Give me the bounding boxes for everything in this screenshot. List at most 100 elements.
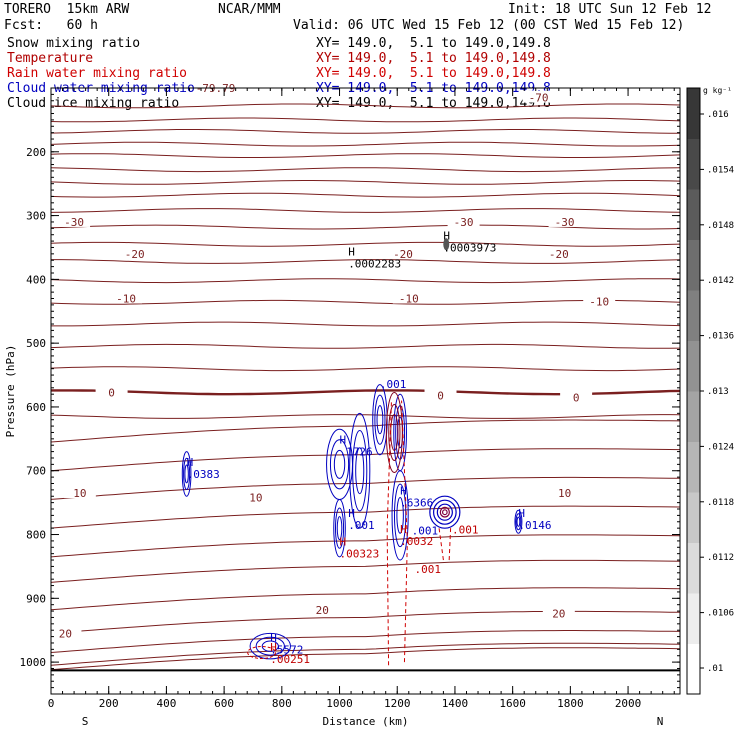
label-backdrop <box>95 385 128 398</box>
colorbar-label: .0118 <box>707 498 734 508</box>
extremum-value: .00323 <box>340 548 380 561</box>
temperature-label: 0 <box>437 389 444 402</box>
label-backdrop <box>424 388 457 401</box>
cloud-water-contour <box>349 412 371 529</box>
temperature-label: -20 <box>393 248 413 261</box>
extremum-mark: H <box>400 523 407 536</box>
isotherm-line <box>50 448 681 472</box>
rain-core-contour <box>385 391 403 473</box>
cloud-water-contour <box>515 513 522 531</box>
temperature-label: 20 <box>59 627 72 640</box>
label-backdrop <box>199 81 232 93</box>
extremum-mark: H <box>340 434 347 447</box>
label-backdrop <box>548 486 581 499</box>
isotherm-line <box>50 534 681 558</box>
extremum-mark: H <box>270 641 277 654</box>
field-xy: XY= 149.0, 5.1 to 149.0,149.8 <box>316 51 551 66</box>
extremum-value: .6366 <box>400 497 433 510</box>
cloud-water-contour <box>181 451 192 497</box>
header-fcst: Fcst: 60 h <box>4 18 98 33</box>
extremum-mark: H <box>270 631 277 644</box>
x-tick-label: 1600 <box>499 697 526 710</box>
x-tick-label: 400 <box>156 697 176 710</box>
temperature-label: 10 <box>249 492 262 505</box>
temperature-label: -10 <box>399 293 419 306</box>
colorbar-label: .013 <box>707 387 729 397</box>
temperature-label: 0 <box>108 386 115 399</box>
x-tick-label: 800 <box>272 697 292 710</box>
colorbar-segment <box>687 643 700 695</box>
colorbar-segment <box>687 492 700 543</box>
temperature-label: 10 <box>73 487 86 500</box>
colorbar-label: .0154 <box>707 165 734 175</box>
colorbar-segment <box>687 542 700 594</box>
colorbar-segment <box>687 138 700 190</box>
isotherm-line <box>50 103 681 109</box>
extremum-value: .0002283 <box>348 257 401 270</box>
isotherm-line <box>50 224 681 230</box>
x-tick-label: 0 <box>48 697 55 710</box>
colorbar-segment <box>687 593 700 644</box>
label-backdrop <box>63 486 96 499</box>
cloud-water-contour <box>183 457 191 491</box>
rain-water-contour <box>448 528 452 561</box>
header-model: TORERO 15km ARW <box>4 2 130 17</box>
colorbar-label: .0106 <box>707 609 734 619</box>
extremum-value: .001 <box>348 519 375 532</box>
x-tick-label: 1800 <box>557 697 584 710</box>
isotherm-line <box>50 476 681 500</box>
colorbar-label: .0124 <box>707 442 734 452</box>
isotherm-line <box>50 129 681 134</box>
rain-core-contour <box>388 403 401 461</box>
extremum-value: .5572 <box>270 643 303 656</box>
colorbar-segment <box>687 239 700 291</box>
rain-water-contour <box>401 400 408 663</box>
colorbar-label: .0112 <box>707 553 734 563</box>
temperature-label: -20 <box>549 248 569 261</box>
plot-frame <box>50 87 681 695</box>
temperature-label: 0 <box>573 391 580 404</box>
isotherm-line <box>50 559 681 583</box>
label-backdrop <box>542 246 575 259</box>
colorbar-segment <box>687 290 700 341</box>
isotherm-line <box>50 180 681 185</box>
label-backdrop <box>583 294 616 307</box>
y-tick-label: 500 <box>26 337 46 350</box>
header-valid: Valid: 06 UTC Wed 15 Feb 12 (00 CST Wed … <box>293 18 685 33</box>
rain-water-contour <box>386 400 392 666</box>
cloud-water-contour <box>514 509 523 534</box>
header-init: Init: 18 UTC Sun 12 Feb 12 <box>508 2 712 17</box>
label-backdrop <box>392 291 425 304</box>
cloud-water-contour <box>391 470 409 561</box>
x-tick-label: 200 <box>99 697 119 710</box>
rain-water-contour <box>438 528 444 561</box>
temperature-label: -20 <box>125 248 145 261</box>
extremum-mark: H <box>187 456 194 469</box>
cloud-water-contour <box>355 447 365 495</box>
colorbar-label: .0148 <box>707 221 734 231</box>
y-tick-label: 700 <box>26 465 46 478</box>
label-backdrop <box>387 246 420 259</box>
x-tick-label: 1200 <box>384 697 411 710</box>
colorbar-segment <box>687 189 700 240</box>
cloud-ice-contour <box>441 509 448 516</box>
cloud-water-contour <box>393 483 407 548</box>
isotherm-line <box>50 419 681 443</box>
colorbar-segment <box>687 88 700 139</box>
field-xy: XY= 149.0, 5.1 to 149.0,149.8 <box>316 36 551 51</box>
x-tick-label: 1000 <box>326 697 353 710</box>
label-backdrop <box>58 214 91 227</box>
colorbar-segment <box>687 441 700 493</box>
colorbar-segment <box>687 391 700 442</box>
x-tick-label: 600 <box>214 697 234 710</box>
isotherm-line <box>51 321 681 327</box>
contour-value-label: .001 <box>380 378 407 391</box>
direction-south: S <box>82 715 89 728</box>
field-xy: XY= 149.0, 5.1 to 149.0,149.8 <box>316 66 551 81</box>
y-tick-label: 300 <box>26 210 46 223</box>
label-backdrop <box>110 291 143 304</box>
temperature-label: -30 <box>555 216 575 229</box>
label-backdrop <box>542 606 575 619</box>
cloud-water-contour <box>333 449 346 479</box>
x-tick-label: 1400 <box>442 697 469 710</box>
